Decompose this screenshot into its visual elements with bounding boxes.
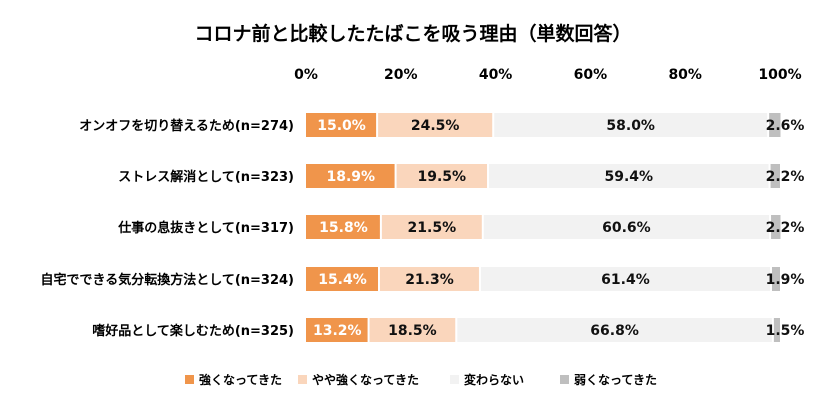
bar-segment bbox=[377, 113, 494, 137]
bar-segment bbox=[488, 164, 770, 188]
data-label: 61.4% bbox=[601, 272, 650, 288]
legend-swatch bbox=[450, 375, 459, 384]
legend-swatch bbox=[560, 375, 569, 384]
category-label: オンオフを切り替えるため(n=274) bbox=[79, 118, 294, 134]
bar-segment bbox=[395, 164, 489, 188]
legend-label: やや強くなってきた bbox=[312, 372, 419, 387]
data-label: 24.5% bbox=[411, 118, 460, 134]
data-label: 15.4% bbox=[318, 272, 367, 288]
x-tick-label: 80% bbox=[668, 67, 702, 83]
data-label: 18.9% bbox=[327, 169, 376, 185]
bar-segment bbox=[768, 113, 781, 137]
category-label: ストレス解消として(n=323) bbox=[118, 169, 294, 185]
bar-segment bbox=[306, 164, 396, 188]
x-tick-label: 20% bbox=[384, 67, 418, 83]
data-label: 66.8% bbox=[590, 323, 639, 339]
category-label: 仕事の息抜きとして(n=317) bbox=[117, 220, 294, 236]
data-label: 15.0% bbox=[317, 118, 366, 134]
x-tick-label: 60% bbox=[574, 67, 608, 83]
bar-segment bbox=[306, 113, 378, 137]
bar-segment bbox=[456, 318, 773, 342]
legend-label: 弱くなってきた bbox=[574, 372, 657, 387]
data-label: 1.9% bbox=[766, 272, 805, 288]
legend-label: 強くなってきた bbox=[199, 372, 282, 387]
category-label: 自宅でできる気分転換方法として(n=324) bbox=[40, 272, 294, 288]
chart-title: コロナ前と比較したたばこを吸う理由（単数回答） bbox=[194, 22, 631, 45]
data-label: 13.2% bbox=[313, 323, 362, 339]
bar-segment bbox=[482, 215, 771, 239]
bar-segment bbox=[770, 267, 780, 291]
x-tick-label: 40% bbox=[479, 67, 513, 83]
data-label: 15.8% bbox=[319, 220, 368, 236]
bar-segment bbox=[479, 267, 771, 291]
data-label: 58.0% bbox=[606, 118, 655, 134]
data-label: 2.2% bbox=[766, 220, 805, 236]
data-label: 18.5% bbox=[388, 323, 437, 339]
x-tick-label: 0% bbox=[294, 67, 318, 83]
bar-segment bbox=[380, 215, 483, 239]
legend-label: 変わらない bbox=[464, 372, 524, 387]
data-label: 2.6% bbox=[766, 118, 805, 134]
bar-segment bbox=[772, 318, 780, 342]
bar-segment bbox=[306, 215, 381, 239]
bar-segment bbox=[493, 113, 769, 137]
bar-segment bbox=[769, 164, 780, 188]
data-label: 19.5% bbox=[418, 169, 467, 185]
data-label: 21.5% bbox=[408, 220, 457, 236]
data-label: 21.3% bbox=[405, 272, 454, 288]
data-label: 1.5% bbox=[766, 323, 805, 339]
data-label: 59.4% bbox=[605, 169, 654, 185]
bar-segment bbox=[770, 215, 781, 239]
legend-swatch bbox=[298, 375, 307, 384]
category-label: 嗜好品として楽しむため(n=325) bbox=[92, 323, 294, 339]
bar-segment bbox=[368, 318, 457, 342]
x-tick-label: 100% bbox=[758, 67, 801, 83]
bar-segment bbox=[306, 267, 379, 291]
bar-segment bbox=[306, 318, 369, 342]
data-label: 60.6% bbox=[602, 220, 651, 236]
data-label: 2.2% bbox=[766, 169, 805, 185]
bar-segment bbox=[378, 267, 480, 291]
legend-swatch bbox=[185, 375, 194, 384]
